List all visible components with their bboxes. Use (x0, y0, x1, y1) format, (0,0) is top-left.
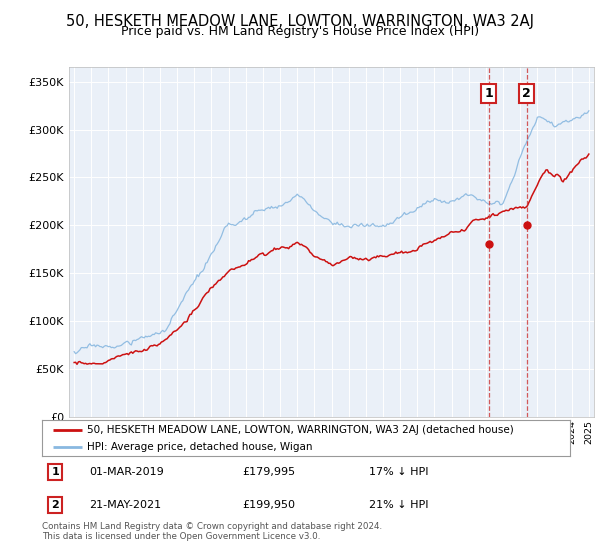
Text: 21% ↓ HPI: 21% ↓ HPI (370, 500, 429, 510)
Text: Price paid vs. HM Land Registry's House Price Index (HPI): Price paid vs. HM Land Registry's House … (121, 25, 479, 38)
Text: 50, HESKETH MEADOW LANE, LOWTON, WARRINGTON, WA3 2AJ: 50, HESKETH MEADOW LANE, LOWTON, WARRING… (66, 14, 534, 29)
Text: £199,950: £199,950 (242, 500, 296, 510)
Text: 01-MAR-2019: 01-MAR-2019 (89, 467, 164, 477)
Text: £179,995: £179,995 (242, 467, 296, 477)
Text: 50, HESKETH MEADOW LANE, LOWTON, WARRINGTON, WA3 2AJ (detached house): 50, HESKETH MEADOW LANE, LOWTON, WARRING… (87, 425, 514, 435)
Text: Contains HM Land Registry data © Crown copyright and database right 2024.
This d: Contains HM Land Registry data © Crown c… (42, 522, 382, 542)
Text: 17% ↓ HPI: 17% ↓ HPI (370, 467, 429, 477)
Text: 1: 1 (484, 87, 493, 100)
Text: 1: 1 (52, 467, 59, 477)
Text: 2: 2 (52, 500, 59, 510)
Text: HPI: Average price, detached house, Wigan: HPI: Average price, detached house, Wiga… (87, 442, 313, 452)
Text: 21-MAY-2021: 21-MAY-2021 (89, 500, 161, 510)
Text: 2: 2 (523, 87, 531, 100)
